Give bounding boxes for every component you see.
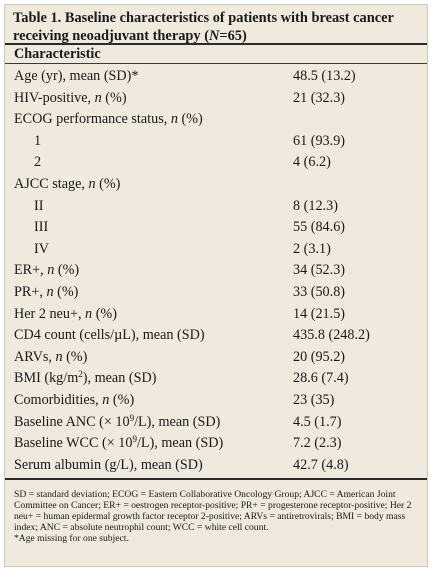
row-value: 33 (50.8): [293, 283, 346, 300]
abbreviations-note: SD = standard deviation; ECOG = Eastern …: [14, 489, 412, 534]
row-value: 48.5 (13.2): [293, 68, 356, 84]
row-label: HIV-positive, n (%): [14, 89, 127, 106]
row-value: 14 (21.5): [293, 305, 346, 322]
table-row: ER+, n (%) 34 (52.3): [5, 260, 427, 282]
row-label: AJCC stage, n (%): [14, 175, 121, 192]
row-label: Baseline WCC (× 109/L), mean (SD): [14, 434, 224, 452]
row-label: II: [34, 197, 44, 214]
table-row: BMI (kg/m2), mean (SD) 28.6 (7.4): [5, 368, 427, 390]
header-rule: [5, 63, 427, 64]
row-value: 4 (6.2): [293, 154, 331, 171]
table-row: Serum albumin (g/L), mean (SD) 42.7 (4.8): [5, 455, 427, 477]
row-value: 20 (95.2): [293, 348, 346, 365]
row-value: 61 (93.9): [293, 132, 346, 149]
row-value: 8 (12.3): [293, 197, 338, 214]
row-label: IV: [34, 240, 49, 257]
row-value: 42.7 (4.8): [293, 456, 349, 473]
table-row: 1 61 (93.9): [5, 131, 427, 153]
row-label: Comorbidities, n (%): [14, 391, 135, 408]
row-label: BMI (kg/m2), mean (SD): [14, 369, 157, 387]
table-row: AJCC stage, n (%): [5, 174, 427, 196]
table-row: II 8 (12.3): [5, 196, 427, 218]
row-value: [285, 174, 427, 196]
row-label: Age (yr), mean (SD)*: [14, 68, 139, 84]
row-label: Baseline ANC (× 109/L), mean (SD): [14, 412, 221, 430]
table-row: Comorbidities, n (%) 23 (35): [5, 390, 427, 412]
top-rule: [5, 43, 427, 45]
table-row: PR+, n (%) 33 (50.8): [5, 282, 427, 304]
row-value: 2 (3.1): [293, 240, 331, 257]
table-row: HIV-positive, n (%) 21 (32.3): [5, 88, 427, 110]
table-row: 2 4 (6.2): [5, 152, 427, 174]
row-value: 21 (32.3): [293, 89, 346, 106]
row-label: PR+, n (%): [14, 283, 79, 300]
table-row: Age (yr), mean (SD)* 48.5 (13.2): [5, 66, 427, 88]
row-label: ECOG performance status, n (%): [14, 111, 203, 128]
row-label: Her 2 neu+, n (%): [14, 305, 117, 322]
row-label: 2: [34, 154, 42, 171]
row-value: 23 (35): [293, 391, 335, 408]
table-row: III 55 (84.6): [5, 217, 427, 239]
table-row: Her 2 neu+, n (%) 14 (21.5): [5, 304, 427, 326]
row-value: [285, 109, 427, 131]
table-row: ARVs, n (%) 20 (95.2): [5, 347, 427, 369]
row-value: 4.5 (1.7): [293, 413, 342, 430]
row-label: ARVs, n (%): [14, 348, 88, 365]
row-value: 28.6 (7.4): [293, 370, 349, 387]
row-value: 435.8 (248.2): [293, 327, 370, 344]
table-title: Table 1. Baseline characteristics of pat…: [13, 10, 394, 44]
table-row: Baseline ANC (× 109/L), mean (SD) 4.5 (1.…: [5, 412, 427, 434]
row-label: ER+, n (%): [14, 262, 80, 279]
table-row: ECOG performance status, n (%): [5, 109, 427, 131]
row-label: 1: [34, 132, 42, 149]
table-row: IV 2 (3.1): [5, 239, 427, 261]
row-label: CD4 count (cells/µL), mean (SD): [14, 327, 205, 344]
row-value: 7.2 (2.3): [293, 435, 342, 452]
table-footnote: SD = standard deviation; ECOG = Eastern …: [5, 480, 427, 544]
row-value: 34 (52.3): [293, 262, 346, 279]
bottom-rule: [5, 478, 427, 481]
table-body: Age (yr), mean (SD)* 48.5 (13.2) HIV-posi…: [5, 64, 427, 476]
row-label: Serum albumin (g/L), mean (SD): [14, 456, 203, 473]
age-missing-note: *Age missing for one subject.: [14, 533, 129, 545]
table-row: Baseline WCC (× 109/L), mean (SD) 7.2 (2.…: [5, 433, 427, 455]
column-header: Characteristic: [14, 46, 101, 62]
table-row: CD4 count (cells/µL), mean (SD) 435.8 (24…: [5, 325, 427, 347]
row-label: III: [34, 219, 49, 236]
row-value: 55 (84.6): [293, 219, 346, 236]
table-card: Table 1. Baseline characteristics of pat…: [4, 4, 428, 567]
